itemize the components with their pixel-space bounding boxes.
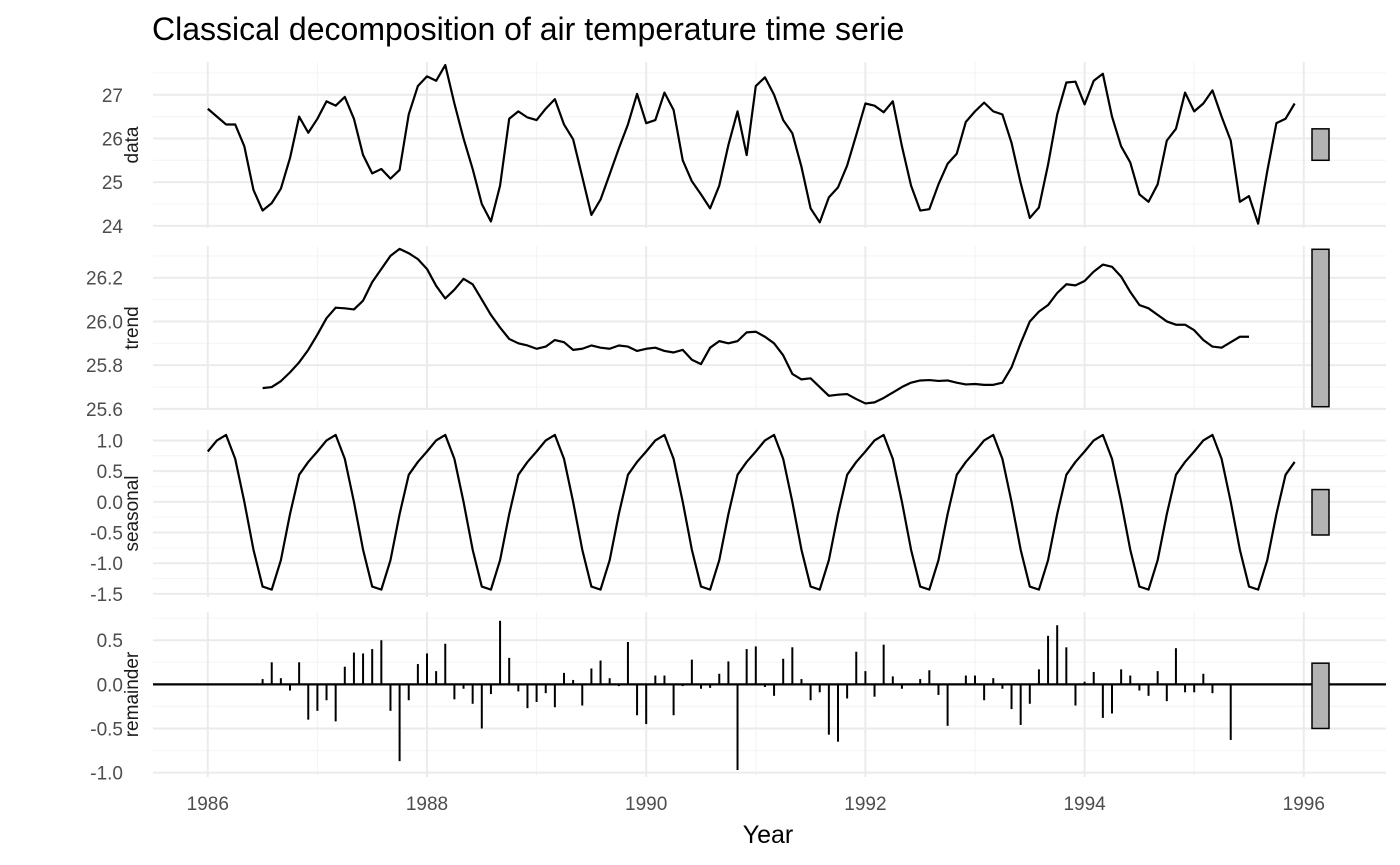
x-axis-title: Year [743,821,794,849]
strip-label-trend: trend [122,306,143,349]
y-tick-label: 25.8 [86,356,123,377]
seasonal-series-line [206,433,1296,591]
y-tick-label: 0.5 [97,462,123,483]
panel-seasonal: -1.5 -1.0 -0.5 0.0 0.5 1.0 seasonal [90,430,1386,606]
data-scale-bar [1311,128,1330,162]
y-tick-label: 1.0 [97,431,123,452]
y-tick-label: 27 [102,86,123,107]
trend-scale-bar [1311,248,1330,408]
strip-label-data: data [122,126,143,163]
panel-data: 24 25 26 27 data [102,62,1386,238]
x-tick-label: 1990 [625,794,667,815]
x-axis: 1986 1988 1990 1992 1994 1996 [187,794,1325,815]
y-tick-label: 0.0 [97,493,123,514]
y-tick-label: -1.0 [90,764,123,785]
remainder-scale-bar [1311,662,1330,730]
facet-panels: 24252627data25.625.826.026.2trend-1.5-1.… [86,62,1386,785]
x-tick-label: 1994 [1063,794,1106,815]
y-tick-label: 26.2 [86,269,123,290]
y-tick-label: 24 [102,217,124,238]
y-tick-label: -1.0 [90,554,123,575]
x-tick-label: 1988 [406,794,448,815]
y-tick-label: -1.5 [90,585,123,606]
trend-series-line [262,247,1249,405]
y-tick-label: 26 [102,129,123,150]
y-tick-label: -0.5 [90,719,123,740]
seasonal-scale-bar [1311,488,1330,536]
y-tick-label: 26.0 [86,312,123,333]
chart-title: Classical decomposition of air temperatu… [152,11,904,47]
strip-label-seasonal: seasonal [122,475,143,551]
y-tick-label: -0.5 [90,524,123,545]
y-tick-label: 0.5 [97,631,123,652]
x-tick-label: 1992 [844,794,886,815]
strip-label-remainder: remainder [122,651,143,737]
y-tick-label: 25 [102,173,123,194]
x-tick-label: 1986 [187,794,229,815]
x-tick-label: 1996 [1283,794,1325,815]
data-series-line [207,63,1296,225]
y-tick-label: 25.6 [86,400,123,421]
y-tick-label: 0.0 [97,675,123,696]
panel-trend: 25.6 25.8 26.0 26.2 trend [86,246,1386,421]
